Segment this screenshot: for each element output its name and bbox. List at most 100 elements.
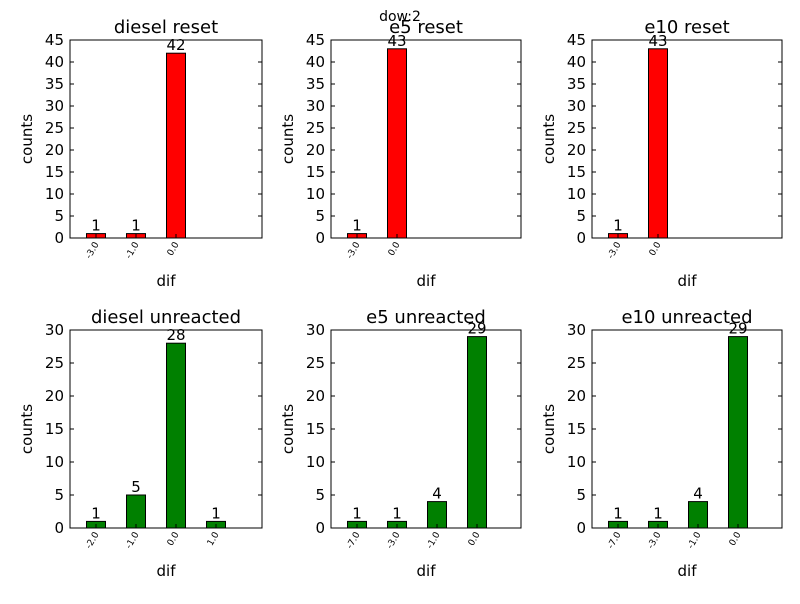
bar-value-label: 1 — [131, 217, 141, 235]
y-tick-label: 15 — [567, 163, 586, 181]
y-tick-label: 15 — [306, 420, 325, 438]
x-axis-label: dif — [678, 562, 698, 580]
x-tick-label: -7.0 — [345, 530, 363, 550]
y-tick-label: 40 — [45, 53, 64, 71]
bar-value-label: 1 — [211, 504, 221, 522]
subplot-title: e5 reset — [389, 17, 463, 38]
y-tick-label: 20 — [45, 387, 64, 405]
y-tick-label: 15 — [45, 163, 64, 181]
y-tick-label: 20 — [306, 141, 325, 159]
y-tick-label: 20 — [567, 141, 586, 159]
x-tick-label: -3.0 — [646, 530, 664, 550]
y-tick-label: 0 — [54, 229, 64, 247]
y-tick-label: 35 — [306, 75, 325, 93]
bar-value-label: 29 — [728, 320, 747, 338]
bar — [126, 494, 146, 529]
y-tick-label: 5 — [315, 207, 325, 225]
bar-value-label: 5 — [131, 478, 141, 496]
axes-frame — [69, 39, 263, 239]
bar-value-label: 1 — [352, 504, 362, 522]
y-tick-label: 45 — [45, 31, 64, 49]
x-tick-label: -7.0 — [606, 530, 624, 550]
x-tick-label: -3.0 — [84, 240, 102, 260]
y-tick-label: 5 — [54, 207, 64, 225]
subplot-title: e10 unreacted — [621, 307, 752, 328]
axes-frame — [330, 329, 522, 529]
y-tick-label: 35 — [45, 75, 64, 93]
x-tick-label: 0.0 — [166, 240, 182, 258]
y-tick-label: 40 — [306, 53, 325, 71]
y-tick-label: 0 — [576, 229, 586, 247]
y-tick-label: 10 — [567, 453, 586, 471]
x-tick-label: 0.0 — [467, 530, 483, 548]
y-tick-label: 10 — [306, 453, 325, 471]
axes-frame — [591, 39, 783, 239]
y-axis-label: counts — [279, 404, 297, 454]
subplot-2: e10 reset 1 -3.0 43 0.0 0 5 10 15 20 25 30 35 40 45 dif… — [540, 17, 783, 290]
y-tick-label: 45 — [306, 31, 325, 49]
x-axis-label: dif — [417, 272, 437, 290]
bar-value-label: 1 — [91, 504, 101, 522]
x-tick-label: -3.0 — [345, 240, 363, 260]
y-tick-label: 30 — [45, 97, 64, 115]
x-tick-label: -2.0 — [84, 530, 102, 550]
y-tick-label: 10 — [306, 185, 325, 203]
bar-value-label: 28 — [166, 326, 185, 344]
y-tick-label: 20 — [306, 387, 325, 405]
y-tick-label: 10 — [45, 185, 64, 203]
y-tick-label: 30 — [306, 321, 325, 339]
bar-value-label: 4 — [432, 485, 442, 503]
subplot-3: diesel unreacted 1 -2.0 5 -1.0 28 0.0 1 1.0 0 5 10 1… — [18, 307, 263, 580]
subplot-title: e5 unreacted — [366, 307, 486, 328]
bar-value-label: 4 — [693, 485, 703, 503]
y-tick-label: 20 — [567, 387, 586, 405]
y-tick-label: 0 — [576, 519, 586, 537]
bar — [387, 48, 407, 239]
bar — [467, 336, 487, 529]
x-tick-label: -1.0 — [686, 530, 704, 550]
figure-suptitle: dow:2 — [379, 9, 421, 25]
bar-value-label: 42 — [166, 36, 185, 54]
y-tick-label: 5 — [54, 486, 64, 504]
bar-value-label: 1 — [613, 217, 623, 235]
x-tick-label: -1.0 — [124, 530, 142, 550]
y-tick-label: 25 — [567, 354, 586, 372]
bar-value-label: 1 — [653, 504, 663, 522]
x-axis-label: dif — [678, 272, 698, 290]
x-tick-label: -3.0 — [606, 240, 624, 260]
bar — [648, 48, 668, 239]
x-axis-label: dif — [157, 272, 177, 290]
x-tick-label: 1.0 — [206, 530, 222, 548]
y-tick-label: 40 — [567, 53, 586, 71]
axes-frame — [330, 39, 522, 239]
subplot-0: diesel reset 1 -3.0 1 -1.0 42 0.0 0 5 10 15 20 25 30 3… — [18, 17, 263, 290]
bar-value-label: 43 — [648, 32, 667, 50]
x-tick-label: -1.0 — [425, 530, 443, 550]
axes-frame — [591, 329, 783, 529]
y-tick-label: 30 — [567, 97, 586, 115]
y-tick-label: 5 — [576, 207, 586, 225]
y-axis-label: counts — [18, 404, 36, 454]
x-axis-label: dif — [417, 562, 437, 580]
y-tick-label: 45 — [567, 31, 586, 49]
subplot-title: diesel reset — [114, 17, 218, 38]
y-tick-label: 35 — [567, 75, 586, 93]
y-axis-label: counts — [540, 404, 558, 454]
y-tick-label: 0 — [315, 519, 325, 537]
y-tick-label: 5 — [315, 486, 325, 504]
y-tick-label: 25 — [567, 119, 586, 137]
subplot-title: e10 reset — [644, 17, 729, 38]
y-tick-label: 0 — [54, 519, 64, 537]
bar — [166, 52, 186, 239]
y-tick-label: 15 — [45, 420, 64, 438]
y-axis-label: counts — [279, 114, 297, 164]
y-tick-label: 15 — [306, 163, 325, 181]
y-tick-label: 25 — [306, 354, 325, 372]
bar-value-label: 1 — [392, 504, 402, 522]
x-axis-label: dif — [157, 562, 177, 580]
subplot-title: diesel unreacted — [91, 307, 241, 328]
x-tick-label: 0.0 — [387, 240, 403, 258]
y-tick-label: 20 — [45, 141, 64, 159]
